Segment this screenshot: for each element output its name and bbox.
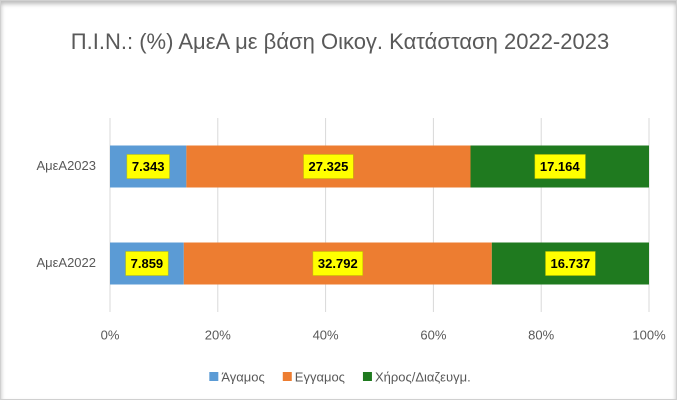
data-label-box [125,251,169,276]
legend-swatch [209,372,219,381]
data-label: 17.164 [540,159,581,174]
y-tick-label: ΑμεΑ2022 [36,255,96,270]
legend-swatch [362,372,372,381]
data-label-box [312,251,363,276]
data-label: 32.792 [318,256,358,271]
y-tick-label: ΑμεΑ2023 [36,158,96,173]
data-label-box [303,154,354,179]
x-tick-label: 80% [528,327,554,342]
x-tick-label: 20% [205,327,231,342]
legend-label: Άγαμος [221,369,264,384]
chart-title: Π.Ι.Ν.: (%) ΑμεΑ με βάση Οικογ. Κατάστασ… [70,29,610,54]
legend-label: Εγγαμος [295,369,345,384]
data-label-box [126,154,170,179]
x-tick-label: 40% [313,327,339,342]
data-label: 7.343 [132,159,165,174]
data-label: 27.325 [309,159,349,174]
x-tick-label: 0% [101,327,120,342]
data-label-box [545,251,596,276]
data-label-box [534,154,586,179]
legend-swatch [282,372,292,381]
x-tick-label: 60% [420,327,446,342]
legend-label: Χήρος/Διαζευγμ. [375,369,471,384]
data-label: 16.737 [551,256,591,271]
x-tick-label: 100% [632,327,666,342]
legend: Άγαμος Εγγαμος Χήρος/Διαζευγμ. [209,369,471,384]
data-label: 7.859 [131,256,164,271]
